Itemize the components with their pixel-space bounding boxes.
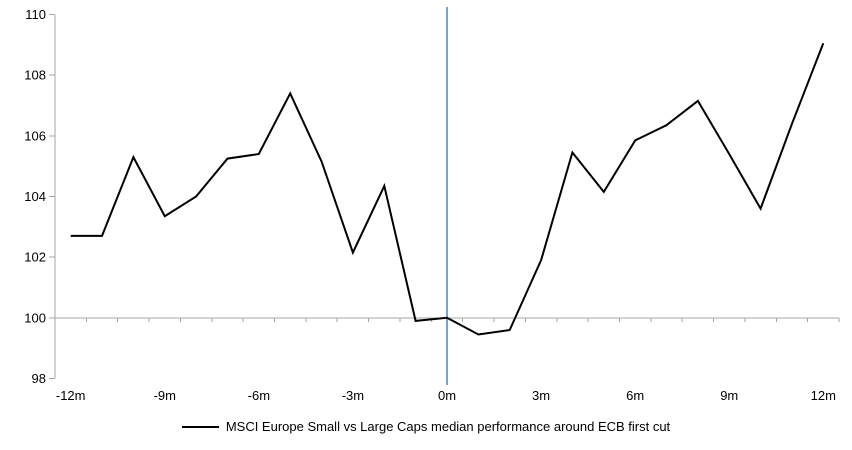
x-tick-label: -12m (56, 388, 86, 403)
x-tick-label: 9m (720, 388, 738, 403)
y-tick-label: 100 (24, 310, 46, 325)
x-tick-label: 3m (532, 388, 550, 403)
y-tick-label: 106 (24, 128, 46, 143)
y-tick-label: 102 (24, 250, 46, 265)
legend-line-swatch (181, 425, 219, 428)
series-line (70, 42, 825, 336)
axes-group (49, 14, 840, 379)
legend: MSCI Europe Small vs Large Caps median p… (0, 419, 852, 434)
legend-label: MSCI Europe Small vs Large Caps median p… (225, 419, 671, 434)
x-tick-label: -6m (248, 388, 270, 403)
x-tick-label: 12m (811, 388, 836, 403)
y-tick-label: 104 (24, 189, 46, 204)
x-tick-label: 6m (626, 388, 644, 403)
x-tick-label: -9m (154, 388, 176, 403)
y-tick-label: 98 (32, 371, 46, 386)
y-tick-label: 108 (24, 68, 46, 83)
x-tick-label: -3m (342, 388, 364, 403)
x-tick-label: 0m (438, 388, 456, 403)
y-tick-label: 110 (25, 7, 46, 22)
